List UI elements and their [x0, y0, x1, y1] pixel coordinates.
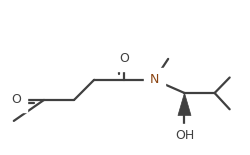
Polygon shape	[177, 93, 190, 115]
Text: O: O	[119, 52, 129, 65]
Text: N: N	[149, 73, 158, 86]
Text: OH: OH	[174, 129, 193, 142]
Text: O: O	[11, 93, 21, 106]
